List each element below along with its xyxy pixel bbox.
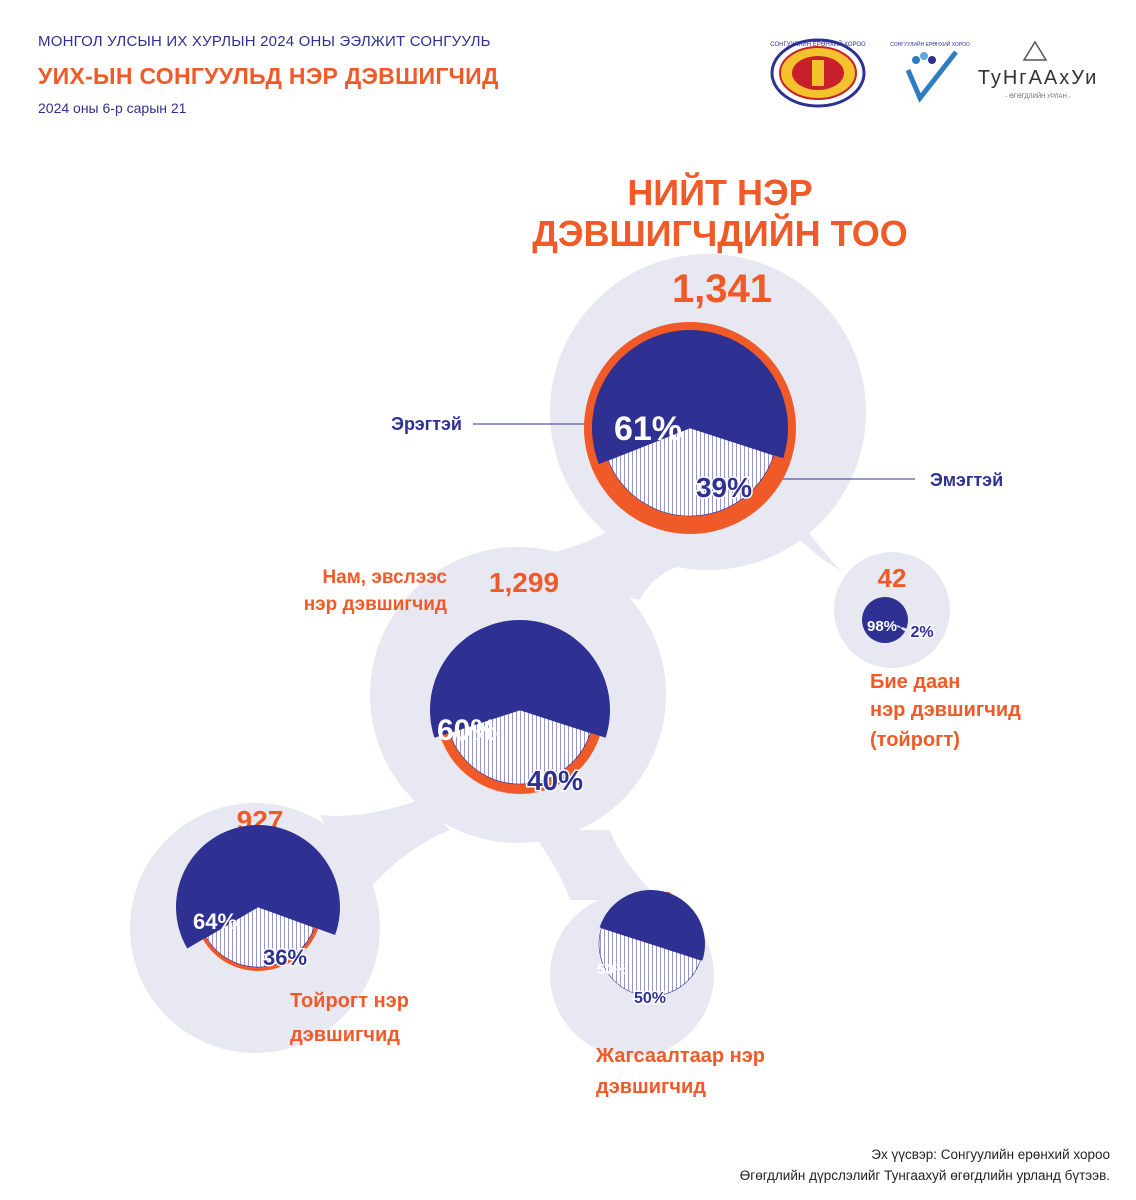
district-pie: 64% 36% [176, 825, 340, 972]
party-female-slice [449, 709, 591, 785]
party-male-label: 60% [437, 714, 497, 747]
party-male-slice [430, 620, 610, 738]
party-female-label: 40% [527, 765, 583, 796]
independent-male-slice [861, 597, 908, 644]
party-pie: 60% 40% [430, 620, 610, 798]
independent-female-slice [884, 619, 903, 630]
list-male-label: 50% [597, 961, 627, 978]
footer: Эх үүсвэр: Сонгуулийн ерөнхий хороо Өгөг… [740, 1144, 1110, 1186]
tungaakhui-wordmark: ТуНгААхУи [978, 67, 1099, 89]
commission-seal-logo: СОНГУУЛИЙН ЕРӨНХИЙ ХОРОО [770, 38, 866, 108]
total-title-line-2: ДЭВШИГЧДИЙН ТОО [532, 212, 908, 254]
header-subtitle: МОНГОЛ УЛСЫН ИХ ХУРЛЫН 2024 ОНЫ ЭЭЛЖИТ С… [38, 33, 491, 50]
independent-title-line-1: Бие даан [870, 671, 960, 693]
district-female-slice [205, 906, 315, 968]
total-male-slice [592, 330, 788, 465]
district-female-label: 36% [263, 945, 307, 970]
commission-seal-text: СОНГУУЛИЙН ЕРӨНХИЙ ХОРОО [770, 40, 866, 48]
footer-credit: Өгөгдлийн дүрслэлийг Тунгаахуй өгөгдлийн… [739, 1168, 1110, 1183]
list-female-slice [598, 927, 701, 997]
party-count: 1,299 [489, 567, 559, 598]
vote-logo-text: СОНГУУЛИЙН ЕРӨНХИЙ ХОРОО [890, 40, 970, 48]
total-female-slice [607, 427, 775, 517]
header-date: 2024 оны 6-р сарын 21 [38, 100, 187, 116]
total-title: НИЙТ НЭР ДЭВШИГЧДИЙН ТОО [532, 171, 908, 254]
district-title-line-2: дэвшигчид [290, 1024, 400, 1046]
independent-male-label: 98% [867, 618, 897, 635]
total-female-label: 39% [696, 472, 752, 503]
total-title-line-1: НИЙТ НЭР [627, 171, 812, 213]
list-title-line-2: дэвшигчид [596, 1076, 706, 1098]
independent-pie: 98% 2% [861, 597, 935, 644]
list-male-slice [599, 890, 705, 961]
independent-count: 42 [878, 563, 907, 593]
district-male-label: 64% [193, 909, 237, 934]
independent-title-line-2: нэр дэвшигчид [870, 699, 1021, 721]
party-title-line-2: нэр дэвшигчид [304, 594, 447, 615]
legend-male-label: Эрэгтэй [391, 414, 462, 434]
list-title-line-1: Жагсаалтаар нэр [595, 1045, 765, 1067]
independent-title-line-3: (тойрогт) [870, 729, 960, 751]
district-male-slice [176, 825, 340, 949]
party-title-line-1: Нам, эвслээс [322, 567, 447, 588]
tungaakhui-logo: ТуНгААхУи - ӨГӨГДЛИЙН УРЛАН - [978, 40, 1099, 100]
total-count: 1,341 [672, 267, 772, 311]
total-male-label: 61% [614, 410, 682, 448]
list-female-label: 50% [634, 990, 666, 1007]
total-pie: 61% 39% [584, 322, 796, 534]
logo-strip: СОНГУУЛИЙН ЕРӨНХИЙ ХОРОО СОНГУУЛИЙН ЕРӨН… [770, 38, 1099, 108]
tungaakhui-subtitle: - ӨГӨГДЛИЙН УРЛАН - [1005, 92, 1070, 100]
district-title-line-1: Тойрогт нэр [290, 990, 409, 1012]
list-pie: 50% 50% [597, 890, 705, 1009]
legend-female-label: Эмэгтэй [930, 470, 1003, 490]
page-title: УИХ-ЫН СОНГУУЛЬД НЭР ДЭВШИГЧИД [38, 63, 499, 89]
vote-check-logo: СОНГУУЛИЙН ЕРӨНХИЙ ХОРОО [890, 40, 970, 103]
footer-source: Эх үүсвэр: Сонгуулийн ерөнхий хороо [871, 1147, 1110, 1162]
independent-female-label: 2% [910, 624, 933, 641]
